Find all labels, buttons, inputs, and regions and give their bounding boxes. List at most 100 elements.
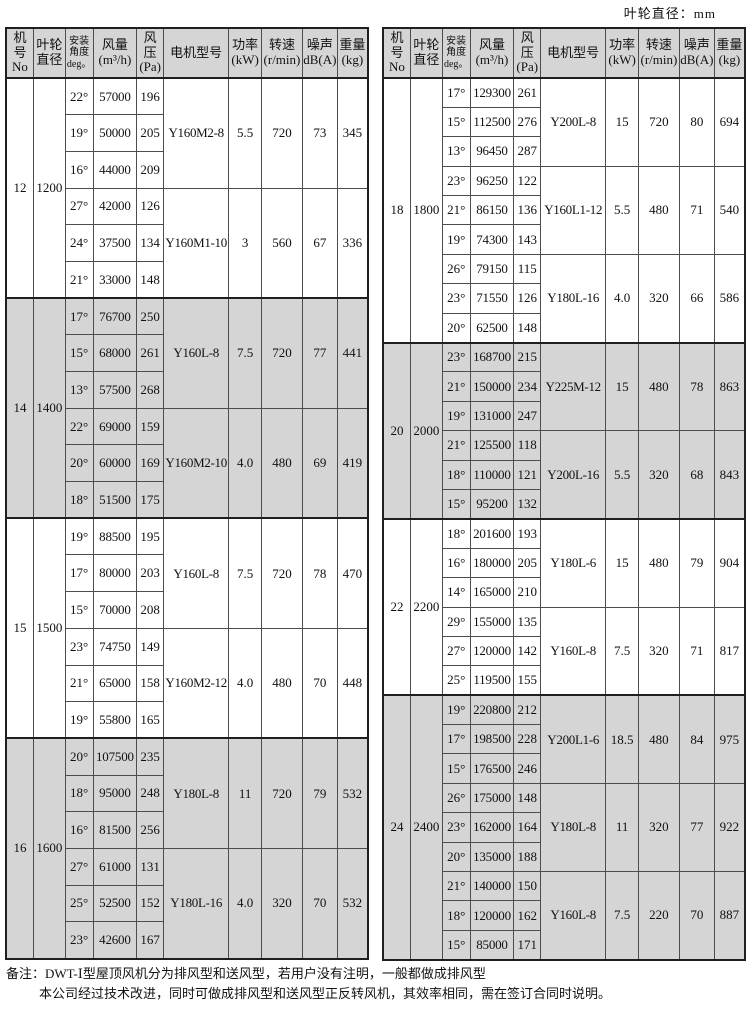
speed-cell: 720 (261, 297, 303, 409)
air-volume-cell: 110000 (469, 459, 515, 490)
blade-angle-cell: 20° (64, 737, 94, 776)
power-cell: 7.5 (228, 517, 263, 629)
speed-cell: 720 (261, 517, 303, 629)
blade-angle-cell: 23° (64, 627, 94, 666)
air-pressure-cell: 205 (513, 547, 542, 579)
blade-angle-cell: 23° (441, 812, 471, 843)
power-cell: 4.0 (228, 847, 263, 960)
blade-angle-cell: 21° (64, 260, 94, 299)
blade-angle-cell: 21° (441, 195, 471, 226)
blade-angle-cell: 19° (64, 701, 94, 739)
air-volume-cell: 96450 (469, 136, 515, 167)
blade-angle-cell: 25° (64, 884, 94, 923)
power-cell: 7.5 (605, 606, 639, 696)
blade-angle-cell: 23° (441, 341, 471, 373)
footnote-remark: 备注：DWT-Ⅰ型屋顶风机分为排风型和送风型，若用户没有注明，一般都做成排风型 (6, 966, 486, 981)
blade-angle-cell: 20° (64, 444, 94, 483)
noise-cell: 70 (301, 847, 338, 960)
spec-table-left-wrap: 机号 No 叶轮 直径 安装 角度 deg。 风量 (m³/h) 风压 (Pa) 电机型号 功率 (kW)… (5, 27, 369, 961)
weight-cell: 586 (713, 253, 746, 344)
air-volume-cell: 61000 (92, 847, 138, 886)
motor-model-cell: Y160L-8 (540, 606, 607, 696)
blade-angle-cell: 17° (441, 76, 471, 108)
noise-cell: 68 (678, 430, 715, 520)
fan-no-cell: 18 (382, 77, 411, 344)
air-volume-cell: 71550 (469, 283, 515, 314)
air-volume-cell: 175000 (469, 782, 515, 814)
col-header-speed: 转速 (r/min) (638, 27, 680, 79)
blade-angle-cell: 16° (64, 811, 94, 849)
blade-angle-cell: 15° (64, 591, 94, 629)
blade-angle-cell: 17° (64, 297, 94, 336)
col-header-angle: 安装 角度 deg。 (64, 27, 94, 79)
noise-cell: 66 (678, 253, 715, 344)
blade-angle-cell: 13° (441, 136, 471, 167)
speed-cell: 720 (261, 76, 303, 189)
air-pressure-cell: 209 (136, 150, 165, 189)
power-cell: 4.0 (228, 627, 263, 739)
air-volume-cell: 129300 (469, 76, 515, 108)
weight-cell: 532 (336, 737, 369, 849)
power-cell: 15 (605, 341, 639, 432)
weight-cell: 540 (713, 165, 746, 255)
blade-angle-cell: 19° (64, 114, 94, 152)
air-volume-cell: 180000 (469, 547, 515, 579)
air-volume-cell: 74300 (469, 224, 515, 255)
power-cell: 5.5 (605, 430, 639, 520)
blade-angle-cell: 15° (441, 929, 471, 961)
col-header-motor: 电机型号 (540, 27, 607, 79)
motor-model-cell: Y160M2-10 (163, 407, 230, 519)
air-pressure-cell: 234 (513, 371, 542, 402)
air-volume-cell: 44000 (92, 150, 138, 189)
air-pressure-cell: 126 (136, 187, 165, 226)
spec-table-right-wrap: 机号 No 叶轮 直径 安装 角度 deg。 风量 (m³/h) 风压 (Pa) 电机型号 功率 (kW)… (382, 27, 746, 961)
col-header-no: 机号 No (382, 27, 411, 79)
blade-angle-cell: 15° (441, 753, 471, 784)
weight-cell: 336 (336, 187, 369, 299)
air-volume-cell: 86150 (469, 195, 515, 226)
air-pressure-cell: 162 (513, 900, 542, 931)
air-volume-cell: 68000 (92, 334, 138, 372)
blade-angle-cell: 15° (64, 334, 94, 372)
air-pressure-cell: 164 (513, 812, 542, 843)
motor-model-cell: Y160L1-12 (540, 165, 607, 255)
col-header-noise: 噪声 dB(A) (301, 27, 338, 79)
blade-angle-cell: 19° (441, 694, 471, 726)
air-volume-cell: 165000 (469, 577, 515, 608)
air-volume-cell: 96250 (469, 165, 515, 197)
air-pressure-cell: 148 (136, 260, 165, 299)
blade-angle-cell: 19° (441, 224, 471, 255)
weight-cell: 441 (336, 297, 369, 409)
col-header-angle: 安装 角度 deg。 (441, 27, 471, 79)
impeller-diameter-cell: 1400 (32, 297, 66, 519)
col-header-motor: 电机型号 (163, 27, 230, 79)
speed-cell: 320 (638, 253, 680, 344)
air-pressure-cell: 246 (513, 753, 542, 784)
impeller-diameter-cell: 2400 (409, 694, 443, 961)
blade-angle-cell: 19° (441, 400, 471, 432)
power-cell: 15 (605, 517, 639, 608)
noise-cell: 77 (301, 297, 338, 409)
col-header-noise: 噪声 dB(A) (678, 27, 715, 79)
weight-cell: 448 (336, 627, 369, 739)
speed-cell: 480 (261, 407, 303, 519)
air-pressure-cell: 135 (513, 606, 542, 637)
blade-angle-cell: 13° (64, 371, 94, 409)
col-header-weight: 重量 (kg) (713, 27, 746, 79)
speed-cell: 480 (638, 694, 680, 784)
footnotes: 备注：DWT-Ⅰ型屋顶风机分为排风型和送风型，若用户没有注明，一般都做成排风型 … (6, 964, 742, 1004)
air-pressure-cell: 159 (136, 407, 165, 446)
speed-cell: 480 (638, 517, 680, 608)
air-pressure-cell: 152 (136, 884, 165, 923)
blade-angle-cell: 17° (64, 554, 94, 593)
power-cell: 18.5 (605, 694, 639, 784)
air-volume-cell: 155000 (469, 606, 515, 637)
impeller-diameter-cell: 1800 (409, 77, 443, 344)
air-pressure-cell: 247 (513, 400, 542, 432)
noise-cell: 71 (678, 165, 715, 255)
air-pressure-cell: 208 (136, 591, 165, 629)
air-volume-cell: 220800 (469, 694, 515, 726)
power-cell: 7.5 (605, 871, 639, 961)
spec-tables-container: 机号 No 叶轮 直径 安装 角度 deg。 风量 (m³/h) 风压 (Pa) 电机型号 功率 (kW)… (5, 27, 746, 961)
noise-cell: 79 (678, 517, 715, 608)
